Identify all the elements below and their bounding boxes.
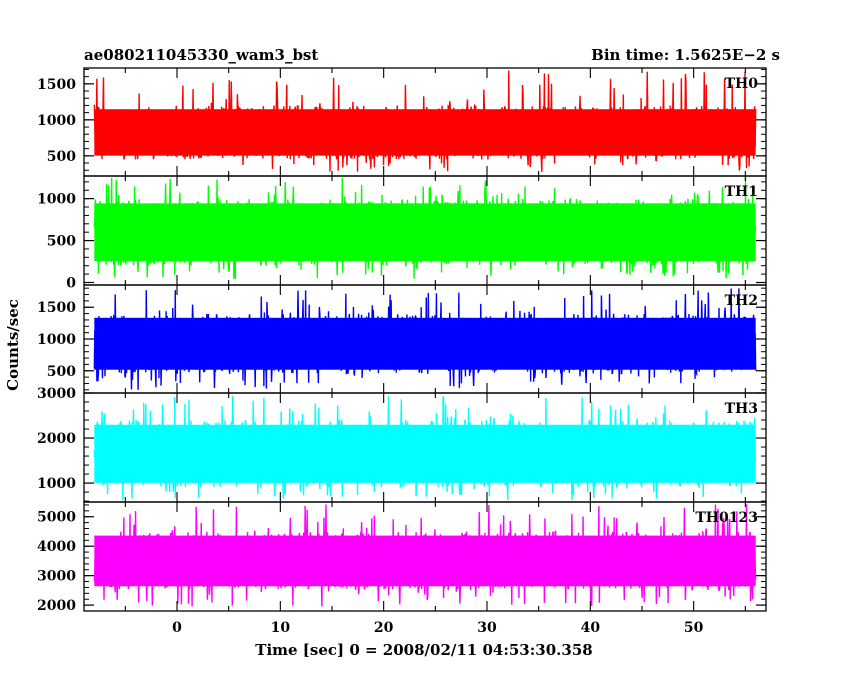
frames-layer: [83, 67, 767, 612]
y-tick-label-th2: 1500: [37, 300, 76, 316]
y-tick-label-th0123: 3000: [37, 569, 76, 585]
y-tick-label-th1: 1000: [37, 192, 76, 208]
x-tick-label: 0: [172, 620, 182, 636]
panel-frame-th0123: [83, 501, 767, 612]
panel-label-th2: TH2: [725, 293, 758, 309]
x-tick-label: 20: [374, 620, 394, 636]
x-axis-label: Time [sec] 0 = 2008/02/11 04:53:30.358: [255, 641, 592, 659]
trace-core-th0: [94, 109, 756, 156]
y-tick-label-th2: 1000: [37, 332, 76, 348]
trace-core-th0123: [94, 535, 756, 587]
y-tick-label-th0123: 2000: [37, 598, 76, 614]
chart-title-right: Bin time: 1.5625E−2 s: [591, 46, 780, 64]
trace-core-th3: [94, 424, 756, 483]
y-tick-label-th0: 1000: [37, 113, 76, 129]
panel-label-th0: TH0: [725, 76, 759, 92]
trace-core-th2: [94, 317, 756, 370]
y-tick-label-th0123: 5000: [37, 510, 76, 526]
y-tick-label-th3: 1000: [37, 476, 76, 492]
traces-layer: [93, 70, 757, 607]
y-tick-label-th0: 500: [47, 149, 76, 165]
y-tick-label-th0: 1500: [37, 77, 76, 93]
x-tick-label: 50: [684, 620, 704, 636]
x-tick-label: 30: [477, 620, 497, 636]
y-tick-label-th1: 0: [66, 275, 76, 291]
panel-label-th1: TH1: [725, 184, 758, 200]
panel-label-th3: TH3: [725, 401, 758, 417]
y-axis-label: Counts/sec: [4, 299, 22, 391]
x-tick-label: 10: [271, 620, 291, 636]
trace-core-th1: [94, 203, 756, 262]
y-tick-label-th0123: 4000: [37, 539, 76, 555]
y-tick-label-th3: 2000: [37, 431, 76, 447]
x-tick-label: 40: [581, 620, 601, 636]
y-tick-label-th1: 500: [47, 234, 76, 250]
ticks-layer: [84, 68, 766, 611]
y-tick-label-th3: 3000: [37, 386, 76, 402]
chart-title-left: ae080211045330_wam3_bst: [84, 46, 318, 64]
y-tick-label-th2: 500: [47, 364, 76, 380]
panel-label-th0123: TH0123: [695, 510, 758, 526]
